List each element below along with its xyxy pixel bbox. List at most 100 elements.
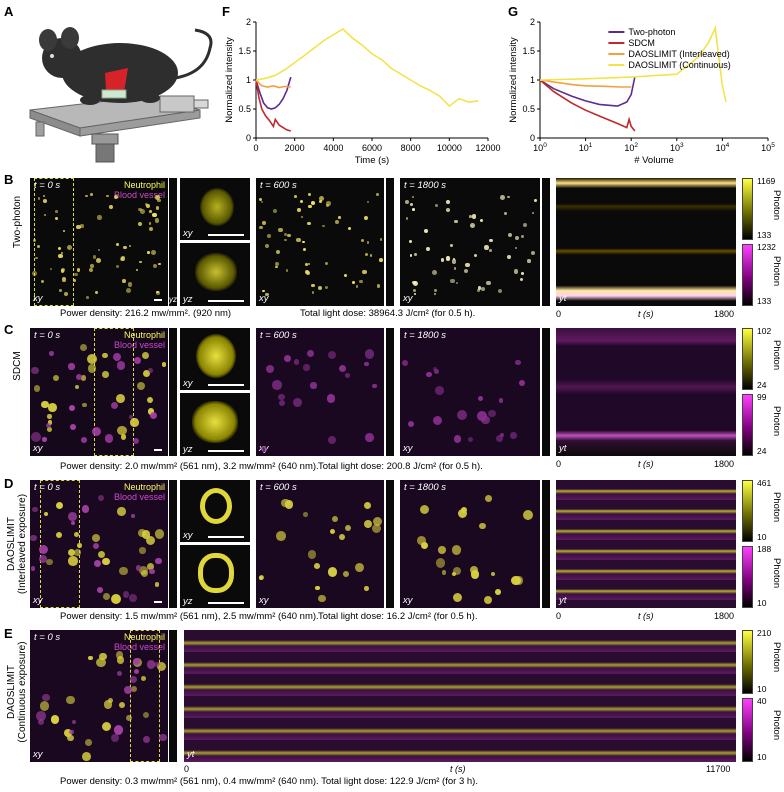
scale-bar [208, 234, 244, 236]
cell-spot [67, 548, 75, 556]
cell-spot [473, 253, 478, 258]
cell-spot [41, 693, 50, 702]
cell-spot [116, 393, 126, 403]
cell-spot [37, 718, 44, 725]
x-tick-label: 0 [253, 143, 258, 153]
cell-spot [470, 569, 480, 579]
cell-spot [146, 659, 156, 669]
cell-spot [440, 258, 445, 262]
cell-spot [74, 549, 81, 556]
cell-spot [310, 201, 315, 206]
cell-spot [46, 558, 53, 566]
cell-spot [372, 517, 382, 527]
x-tick-label: 100 [533, 142, 547, 153]
cell-spot [275, 262, 280, 267]
cell-spot [135, 565, 142, 571]
cell-spot [80, 375, 87, 381]
cell-spot [345, 373, 350, 378]
cell-spot [139, 260, 143, 264]
kymo-axis-end: 1800 [714, 611, 735, 621]
cell-spot [97, 215, 102, 220]
cell-spot [417, 536, 426, 546]
cell-spot [69, 423, 77, 431]
cell-spot [116, 425, 127, 436]
cell-spot [359, 279, 363, 284]
colorbar-max: 40 [757, 696, 767, 706]
y-tick-label: 1 [246, 75, 251, 85]
cell-spot [500, 195, 506, 201]
cell-spot [36, 245, 40, 249]
colorbar-min: 10 [757, 532, 767, 542]
cell-spot [63, 229, 66, 232]
cell-spot [409, 254, 413, 257]
cell-spot [530, 250, 535, 255]
cell-spot [33, 385, 40, 392]
cell-spot [157, 198, 161, 203]
cell-spot [76, 224, 81, 230]
cell-spot [489, 238, 493, 243]
cell-spot [329, 528, 335, 534]
cell-spot [38, 554, 47, 563]
colorbar-title: Photon [771, 492, 782, 523]
axis-xy: xy [183, 228, 193, 239]
cell-spot [101, 721, 112, 732]
cell-spot [122, 591, 130, 599]
cell-spot [461, 506, 468, 513]
cell-spot [510, 432, 517, 439]
cell-spot [85, 194, 88, 198]
chart-f: 0 0.5 1 1.5 2 0 2000 4000 6000 8000 10000 12000 Time… [224, 17, 501, 166]
legend-neutrophil: Neutrophil [123, 180, 165, 190]
axis-xy: xy [33, 595, 43, 606]
axis-xy: xy [183, 378, 193, 389]
cell-spot [47, 419, 53, 425]
colorbar-max: 461 [757, 478, 772, 488]
cell-spot [43, 512, 48, 517]
cell-spot [307, 549, 317, 559]
cell-spot [504, 212, 507, 215]
cell-spot [283, 232, 288, 236]
cell-spot [132, 657, 140, 665]
cell-spot [79, 344, 87, 352]
time-label: t = 0 s [34, 330, 61, 341]
image-e-yz-strip [169, 630, 177, 762]
cell-spot [146, 396, 154, 403]
scale-bar [208, 384, 244, 386]
mouse-microscope-illustration [29, 27, 213, 163]
axis-yt: yt [559, 293, 567, 304]
cell-spot [328, 350, 337, 360]
caption-c-power: Power density: 2.0 mw/mm² (561 nm), 3.2 … [60, 461, 319, 472]
y-tick-label: 0.5 [238, 104, 251, 114]
cell-spot [375, 192, 379, 196]
cell-spot [304, 270, 309, 275]
cell-spot [322, 224, 325, 228]
series-line-0 [539, 76, 636, 107]
cell-spot [125, 288, 131, 294]
cell-spot [81, 437, 88, 444]
cell-spot [431, 269, 437, 275]
cell-spot [438, 546, 446, 554]
cell-spot [102, 557, 110, 565]
cell-spot [481, 416, 490, 425]
image-d-t1800-yz [542, 480, 550, 608]
cell-spot [145, 204, 150, 209]
cell-spot [275, 250, 280, 255]
cell-spot [103, 593, 110, 601]
colorbar-min: 133 [757, 296, 772, 306]
cell-spot [91, 534, 100, 543]
cell-spot [445, 256, 451, 261]
cell-spot [518, 379, 526, 387]
cell-spot [364, 253, 369, 257]
cell-spot [303, 248, 307, 252]
row-label-line2: (Interleaved exposure) [17, 493, 28, 595]
colorbar-neutrophil [742, 328, 753, 390]
kymo-axis-start: 0 [184, 764, 190, 774]
cell-spot [514, 246, 518, 250]
image-b-t1800-yz [542, 178, 550, 306]
cell-spot [272, 209, 278, 214]
cell-spot [454, 219, 458, 224]
axis-yz: yz [183, 596, 193, 607]
cell-spot [152, 264, 157, 269]
cell-spot [265, 293, 269, 297]
kymo-axis-label: t (s) [450, 764, 466, 774]
cell-spot [468, 214, 472, 218]
